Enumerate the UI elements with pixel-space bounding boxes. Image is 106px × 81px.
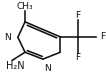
Text: F: F <box>101 32 106 41</box>
Text: H₂N: H₂N <box>6 61 24 71</box>
Text: F: F <box>75 11 80 20</box>
Text: N: N <box>4 33 11 42</box>
Text: CH₃: CH₃ <box>17 2 33 11</box>
Text: N: N <box>44 64 51 73</box>
Text: F: F <box>75 53 80 62</box>
